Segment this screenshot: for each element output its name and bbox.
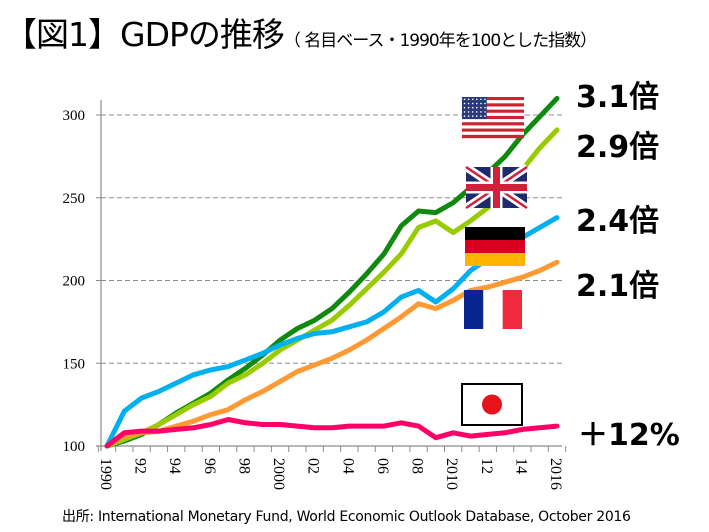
y-tick-label-150: 150: [63, 356, 86, 372]
x-tick-label-1996: 96: [201, 458, 218, 474]
x-tick-label-1998: 98: [235, 458, 252, 474]
chart-title-sub: （ 名目ベース・1990年を100とした指数）: [283, 31, 597, 51]
x-tick-label-1994: 94: [166, 458, 183, 474]
y-tick-label-100: 100: [63, 439, 86, 455]
country-flags: [461, 97, 530, 426]
growth-label-fr: 2.1倍: [576, 269, 659, 304]
chart-title: 【図1】GDPの推移（ 名目ベース・1990年を100とした指数）: [4, 8, 597, 56]
series-line-jp: [104, 417, 560, 449]
x-axis-ticks: 1990 92 94 96 98 2000 02 04 06 08 2010 12 14 2016: [97, 446, 567, 490]
x-tick-label-2008: 08: [409, 458, 426, 474]
x-tick-label-2002: 02: [305, 458, 322, 474]
x-tick-label-1990: 1990: [97, 458, 114, 490]
y-tick-label-250: 250: [63, 191, 86, 207]
flag-jp-icon: [461, 383, 523, 426]
x-tick-label-2010: 2010: [443, 458, 460, 490]
x-tick-label-2000: 2000: [270, 458, 287, 490]
growth-label-jp: ＋12%: [578, 418, 680, 453]
flag-uk-icon: [463, 163, 530, 212]
flag-fr-icon: [464, 290, 522, 329]
y-tick-label-200: 200: [63, 274, 86, 290]
chart-title-main: 【図1】GDPの推移: [4, 15, 285, 54]
series-line-uk: [104, 127, 560, 449]
y-axis-ticks: 100 150 200 250 300: [63, 108, 101, 455]
x-tick-label-1992: 92: [132, 458, 149, 474]
y-tick-label-300: 300: [63, 108, 86, 124]
x-tick-label-2016: 2016: [547, 458, 564, 490]
growth-label-uk: 2.9倍: [576, 130, 659, 165]
axes: [96, 100, 562, 451]
x-tick-label-2012: 12: [478, 458, 495, 474]
flag-us-icon: [462, 97, 524, 139]
x-tick-label-2004: 04: [339, 458, 356, 474]
flag-de-icon: [465, 227, 525, 266]
growth-annotations: 3.1倍 2.9倍 2.4倍 2.1倍 ＋12%: [576, 80, 680, 453]
series-line-fr: [104, 259, 560, 449]
x-tick-label-2006: 06: [374, 458, 391, 474]
growth-label-de: 2.4倍: [576, 204, 659, 239]
source-note: 出所: International Monetary Fund, World E…: [62, 509, 631, 525]
growth-label-us: 3.1倍: [576, 80, 659, 115]
x-tick-label-2014: 14: [512, 458, 529, 474]
